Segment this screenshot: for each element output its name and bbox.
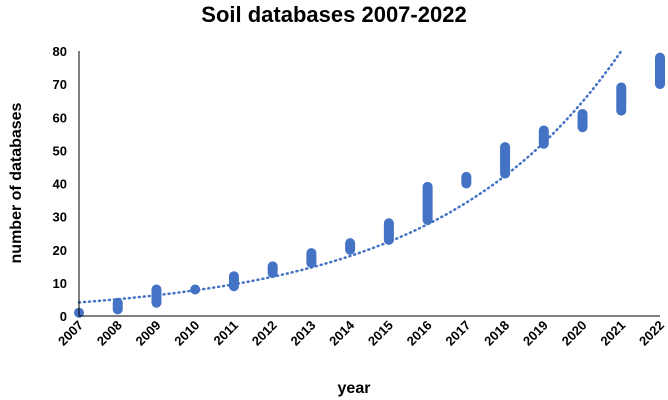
y-tick-label: 70 bbox=[53, 77, 67, 92]
x-tick: 2014 bbox=[326, 317, 358, 349]
y-axis-label: number of databases bbox=[8, 102, 25, 263]
x-tick: 2012 bbox=[249, 318, 280, 349]
data-point bbox=[151, 284, 162, 308]
x-tick-label: 2010 bbox=[171, 318, 202, 349]
data-point bbox=[190, 284, 201, 295]
x-tick-label: 2011 bbox=[211, 318, 242, 349]
x-tick: 2017 bbox=[442, 318, 473, 349]
x-tick: 2020 bbox=[559, 318, 590, 349]
y-tick-label: 40 bbox=[53, 177, 67, 192]
data-point bbox=[306, 248, 317, 268]
x-tick-label: 2014 bbox=[326, 317, 358, 349]
y-tick-label: 10 bbox=[53, 276, 67, 291]
x-tick-label: 2017 bbox=[442, 318, 473, 349]
data-point bbox=[112, 297, 123, 315]
x-tick: 2013 bbox=[287, 318, 318, 349]
data-point bbox=[500, 142, 511, 179]
trendline bbox=[77, 49, 623, 304]
x-tick-label: 2009 bbox=[133, 318, 164, 349]
x-tick: 2008 bbox=[94, 318, 125, 349]
data-point bbox=[616, 82, 627, 116]
data-point bbox=[577, 108, 588, 133]
x-tick: 2022 bbox=[636, 318, 667, 349]
x-tick-label: 2016 bbox=[404, 318, 435, 349]
x-tick-label: 2021 bbox=[597, 318, 628, 349]
data-point bbox=[267, 261, 278, 278]
data-point bbox=[655, 52, 665, 90]
x-tick: 2016 bbox=[404, 318, 435, 349]
x-tick: 2019 bbox=[520, 318, 551, 349]
chart-title: Soil databases 2007-2022 bbox=[201, 2, 467, 27]
data-point bbox=[422, 181, 433, 225]
x-tick-label: 2012 bbox=[249, 318, 280, 349]
y-tick-label: 80 bbox=[53, 44, 67, 59]
y-tick-label: 50 bbox=[53, 143, 67, 158]
x-tick: 2021 bbox=[597, 318, 628, 349]
x-tick: 2018 bbox=[481, 318, 512, 349]
x-tick: 2015 bbox=[365, 318, 396, 349]
x-tick: 2011 bbox=[211, 318, 242, 349]
data-point bbox=[461, 171, 472, 189]
x-tick-label: 2022 bbox=[636, 318, 667, 349]
data-point bbox=[538, 125, 549, 149]
x-tick-label: 2008 bbox=[94, 318, 125, 349]
data-point bbox=[345, 238, 356, 255]
x-tick: 2010 bbox=[171, 318, 202, 349]
x-tick-label: 2019 bbox=[520, 318, 551, 349]
data-point bbox=[383, 218, 394, 245]
x-tick-label: 2013 bbox=[287, 318, 318, 349]
y-tick-label: 0 bbox=[60, 309, 67, 324]
x-tick: 2009 bbox=[133, 318, 164, 349]
x-tick-label: 2018 bbox=[481, 318, 512, 349]
y-tick-label: 20 bbox=[53, 243, 67, 258]
y-tick-label: 60 bbox=[53, 110, 67, 125]
x-axis-label: year bbox=[338, 380, 371, 397]
data-point bbox=[228, 271, 239, 292]
x-tick-label: 2020 bbox=[559, 318, 590, 349]
y-tick-label: 30 bbox=[53, 210, 67, 225]
x-tick-label: 2015 bbox=[365, 318, 396, 349]
